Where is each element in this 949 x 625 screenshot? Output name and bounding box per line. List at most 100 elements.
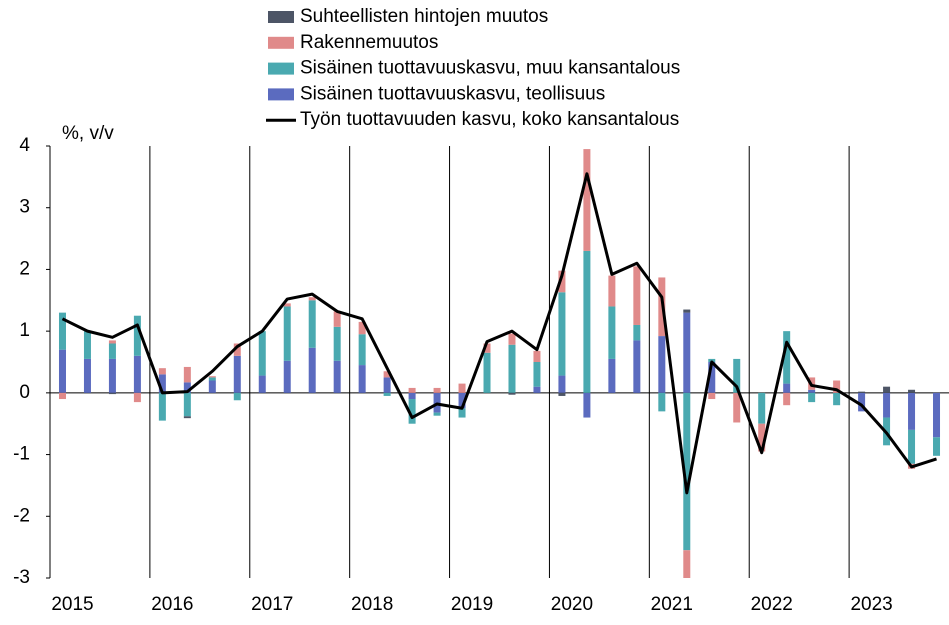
bar-segment [483, 343, 491, 353]
bar-segment [358, 334, 366, 366]
bar-segment [58, 349, 66, 393]
bar-segment [633, 324, 641, 341]
bar-segment [658, 392, 666, 412]
bar-segment [483, 352, 491, 393]
bar-segment [308, 300, 316, 348]
bar-segment [108, 340, 116, 344]
y-axis-label: %, v/v [62, 123, 114, 144]
bar-segment [158, 374, 166, 393]
bar-segment [158, 368, 166, 375]
bar-segment [783, 392, 791, 406]
bar-segment [633, 266, 641, 325]
legend-label: Sisäinen tuottavuuskasvu, teollisuus [300, 83, 605, 104]
bar-segment [758, 423, 766, 452]
bar-segment [708, 362, 716, 393]
bar-segment [908, 429, 916, 464]
y-tick-label: 3 [19, 197, 30, 218]
legend-swatch [268, 88, 294, 101]
y-tick-label: 2 [19, 258, 30, 279]
bar-segment [133, 392, 141, 403]
bar-segment [708, 392, 716, 400]
bar-segment [858, 392, 866, 412]
y-tick-label: 4 [19, 135, 30, 156]
bar-segment [533, 386, 541, 393]
bar-segment [833, 380, 841, 393]
bar-segment [58, 392, 66, 400]
bar-segment [508, 344, 516, 393]
bar-segment [808, 389, 816, 393]
bar-segment [408, 392, 416, 400]
bar-segment [83, 358, 91, 393]
bar-segment [183, 392, 191, 417]
legend-label: Rakennemuutos [300, 32, 438, 53]
bar-segment [458, 392, 466, 409]
bar-segment [608, 275, 616, 307]
bar-segment [583, 149, 591, 251]
x-tick-label: 2016 [151, 594, 193, 615]
bar-segment [283, 306, 291, 361]
bar-segment [733, 392, 741, 423]
bar-segment [708, 358, 716, 362]
bar-segment [858, 391, 866, 393]
x-tick-label: 2017 [251, 594, 293, 615]
bar-segment [308, 297, 316, 301]
bar-segment [208, 376, 216, 378]
y-tick-label: -2 [13, 505, 30, 526]
y-tick-label: 0 [19, 382, 30, 403]
bar-segment [333, 326, 341, 361]
bar-segment [208, 380, 216, 393]
bar-segment [258, 375, 266, 393]
bar-segment [233, 343, 241, 356]
bar-segment [908, 389, 916, 393]
x-tick-label: 2015 [51, 594, 93, 615]
bar-segment [383, 371, 391, 378]
bar-segment [683, 309, 691, 313]
bar-segment [158, 392, 166, 421]
legend-swatch [268, 36, 294, 49]
bar-segment [533, 362, 541, 387]
bar-segment [258, 331, 266, 376]
legend-label: Suhteellisten hintojen muutos [300, 6, 548, 27]
x-tick-label: 2019 [451, 594, 493, 615]
bar-segment [883, 386, 891, 393]
bar-segment [408, 399, 416, 424]
x-tick-label: 2021 [651, 594, 693, 615]
bar-segment [58, 312, 66, 350]
bar-segment [283, 303, 291, 307]
bar-segment [908, 392, 916, 430]
bar-segment [358, 365, 366, 393]
bar-segment [583, 250, 591, 393]
bar-segment [808, 392, 816, 403]
bar-segment [683, 392, 691, 551]
bar-segment [658, 336, 666, 393]
bar-segment [108, 358, 116, 393]
legend-swatch [268, 11, 294, 23]
legend-swatch [268, 62, 294, 75]
bar-segment [433, 387, 441, 393]
y-tick-label: 1 [19, 320, 30, 341]
bar-segment [108, 392, 116, 395]
bar-segment [608, 306, 616, 359]
bar-segment [383, 392, 391, 396]
y-tick-label: -1 [13, 444, 30, 465]
bar-segment [783, 383, 791, 393]
bar-segment [183, 382, 191, 393]
bar-segment [333, 360, 341, 393]
x-tick-label: 2020 [551, 594, 593, 615]
bar-segment [508, 333, 516, 345]
bar-segment [758, 392, 766, 424]
bar-segment [183, 416, 191, 419]
bar-segment [133, 355, 141, 393]
bar-segment [283, 360, 291, 393]
x-tick-label: 2022 [751, 594, 793, 615]
bar-segment [383, 377, 391, 393]
legend-label: Sisäinen tuottavuuskasvu, muu kansantalo… [300, 58, 680, 79]
bar-segment [608, 358, 616, 393]
bar-segment [933, 392, 941, 438]
bar-segment [883, 392, 891, 418]
bar-segment [108, 343, 116, 359]
bar-segment [558, 270, 566, 293]
bar-segment [733, 358, 741, 393]
bar-segment [583, 392, 591, 418]
